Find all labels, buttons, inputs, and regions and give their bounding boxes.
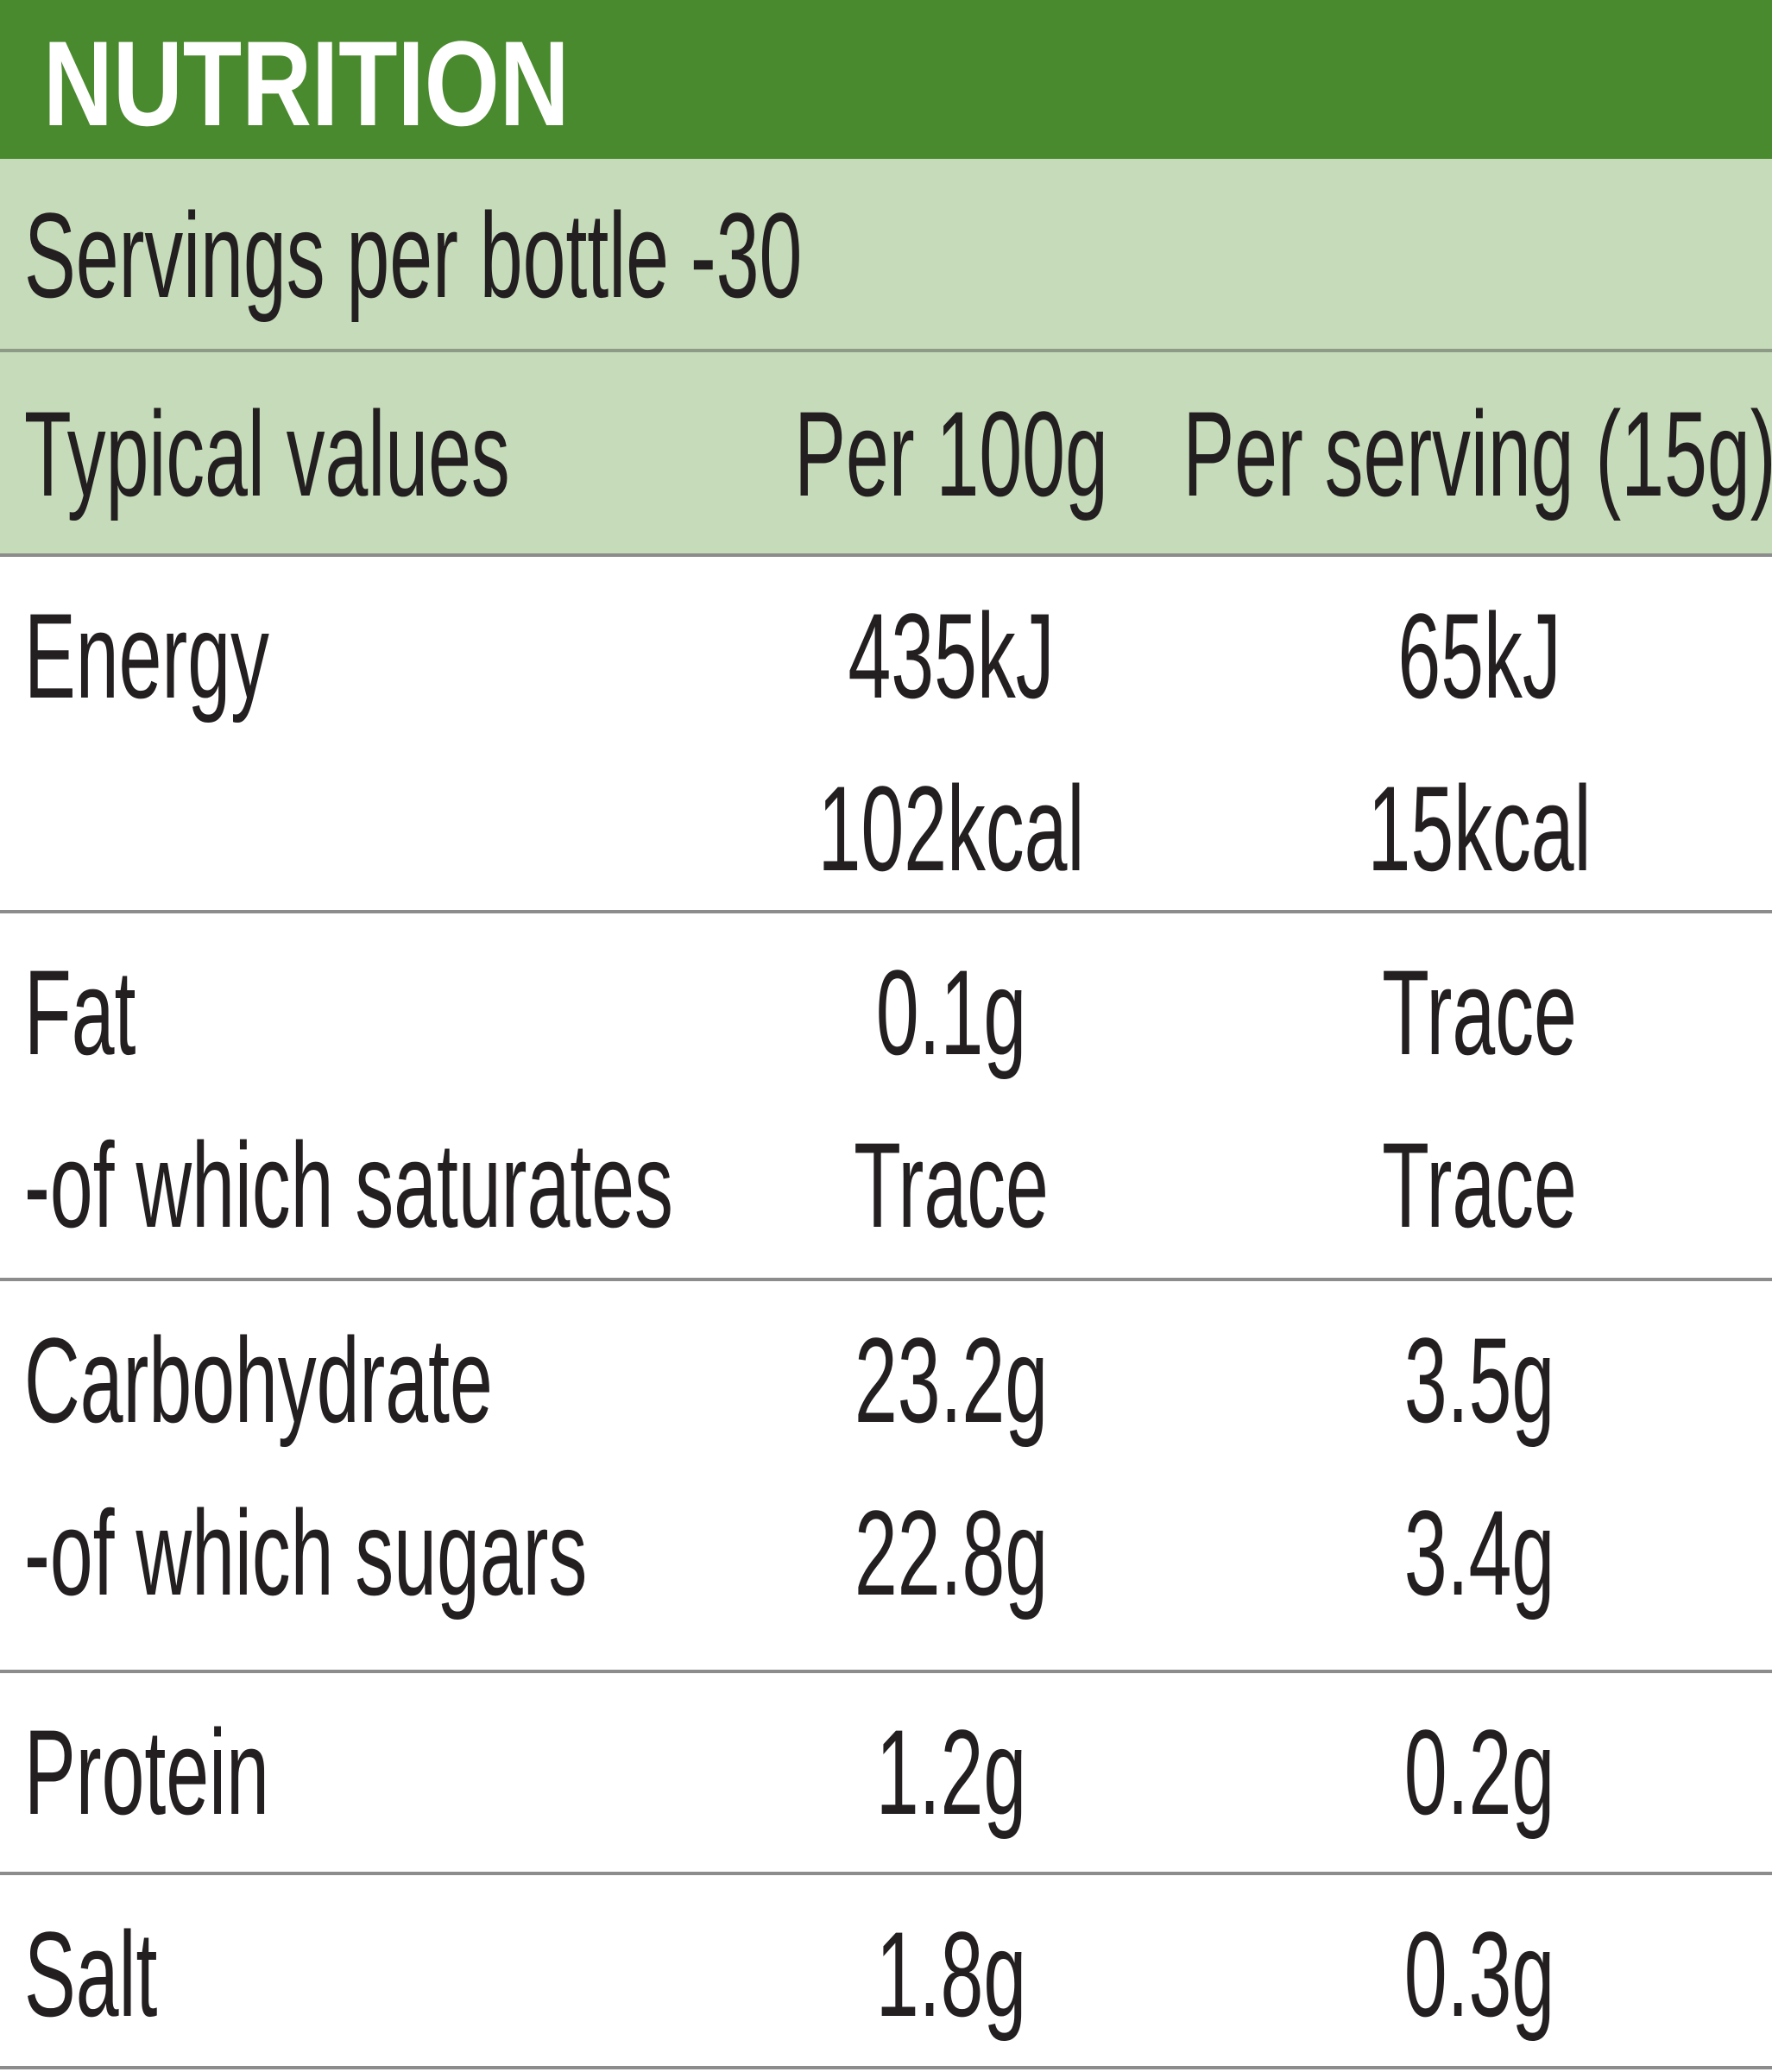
- cell-value: Trace: [854, 1118, 1049, 1253]
- cell-value: 65kJ: [1397, 589, 1561, 723]
- row-label: Fat: [24, 945, 136, 1080]
- row-label: -of which sugars: [24, 1486, 587, 1620]
- column-header: Typical values: [24, 387, 510, 521]
- cell-value: 435kJ: [848, 589, 1054, 723]
- cell-value: Trace: [1382, 945, 1577, 1080]
- title-band: [0, 0, 1772, 159]
- cell-value: 0.1g: [876, 945, 1026, 1080]
- row-label: -of which saturates: [24, 1118, 673, 1253]
- cell-value: 23.2g: [854, 1313, 1048, 1448]
- cell-value: Trace: [1382, 1118, 1577, 1253]
- title: NUTRITION: [43, 16, 570, 151]
- servings: Servings per bottle -30: [24, 188, 802, 323]
- cell-value: 0.2g: [1404, 1705, 1554, 1840]
- column-header: Per serving (15g): [1182, 387, 1772, 521]
- cell-value: 22.8g: [854, 1486, 1048, 1620]
- cell-value: 3.5g: [1404, 1313, 1554, 1448]
- cell-value: 0.3g: [1404, 1907, 1554, 2042]
- row-label: Energy: [24, 589, 269, 723]
- row-label: Salt: [24, 1907, 157, 2042]
- column-header: Per 100g: [794, 387, 1108, 521]
- cell-value: 3.4g: [1404, 1486, 1554, 1620]
- cell-value: 1.8g: [876, 1907, 1026, 2042]
- cell-value: 102kcal: [818, 761, 1085, 896]
- row-label: Protein: [24, 1705, 269, 1840]
- cell-value: 15kcal: [1368, 761, 1592, 896]
- cell-value: 1.2g: [876, 1705, 1026, 1840]
- header-band: [0, 159, 1772, 555]
- row-label: Carbohydrate: [24, 1313, 493, 1448]
